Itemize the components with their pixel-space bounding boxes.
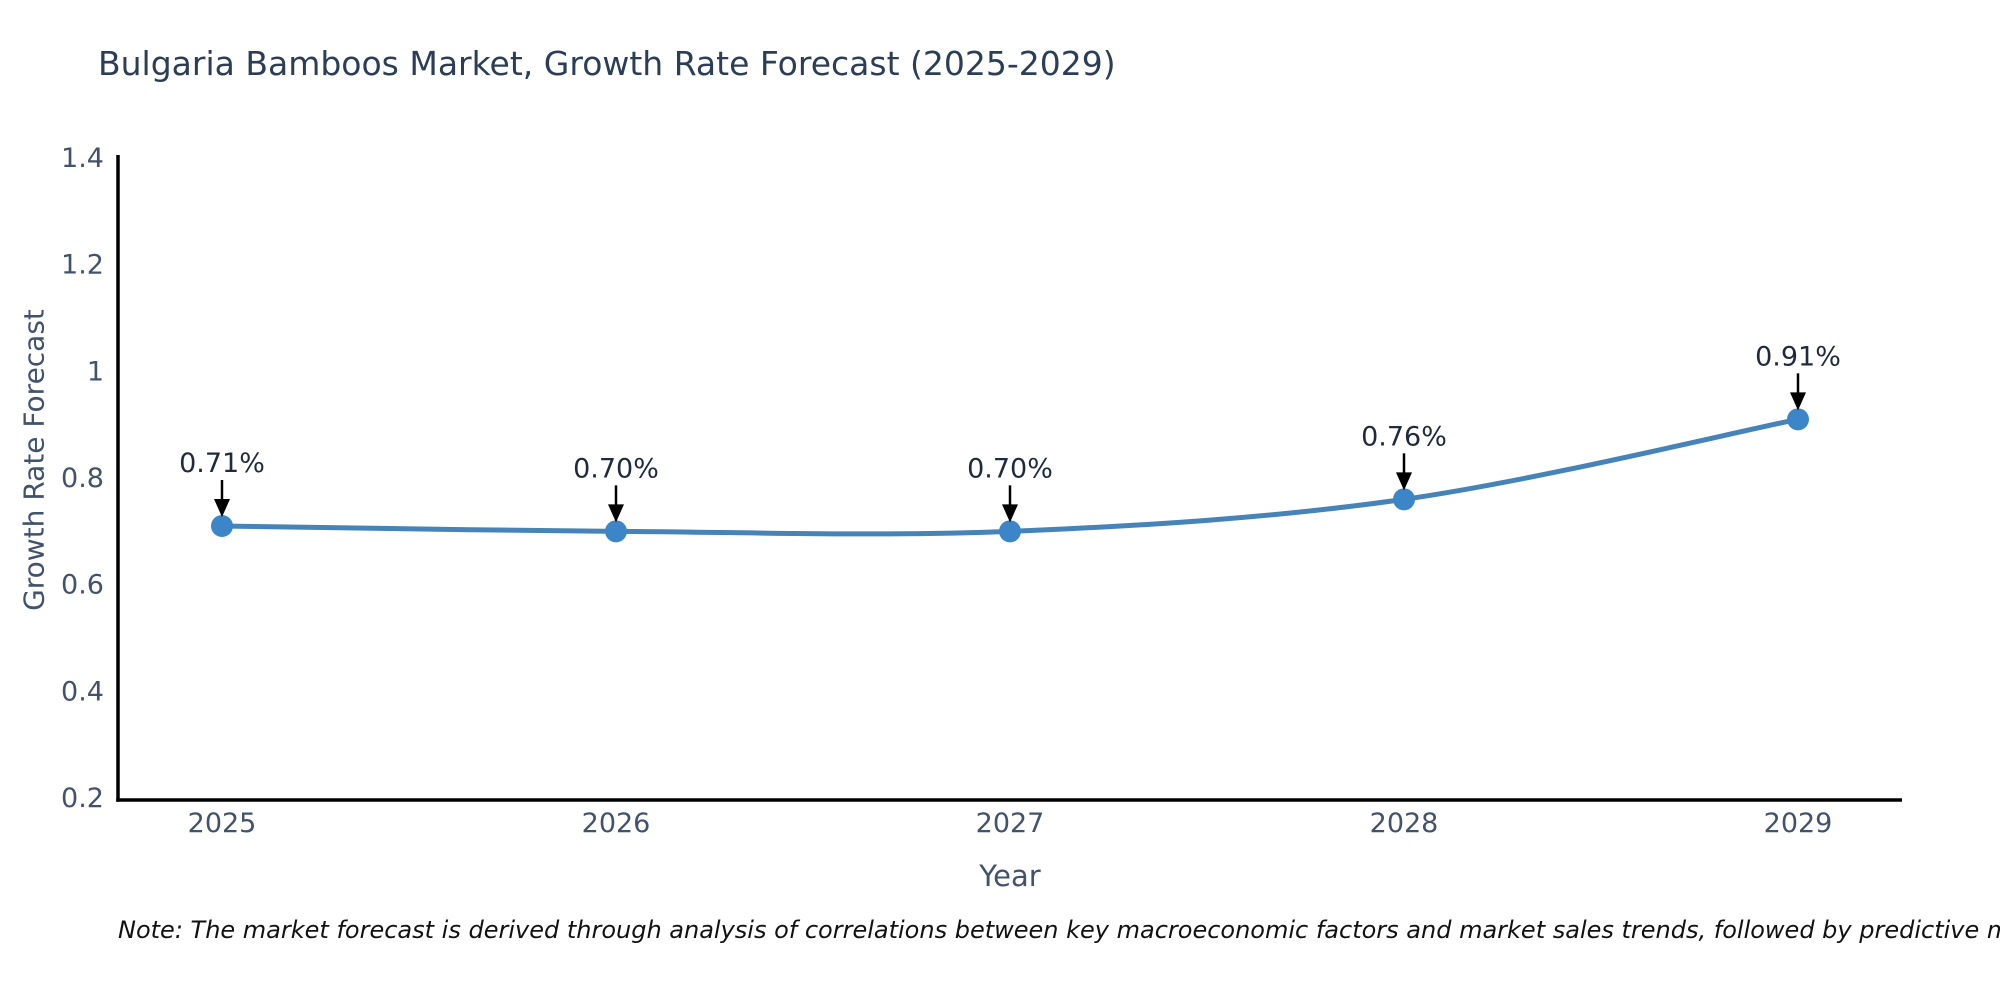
y-tick-label: 0.8 (61, 463, 104, 494)
annotation-arrowhead-icon (214, 499, 230, 517)
footnote: Note: The market forecast is derived thr… (118, 916, 2000, 944)
chart-title: Bulgaria Bamboos Market, Growth Rate For… (98, 44, 1116, 83)
annotation-label: 0.71% (179, 448, 265, 479)
annotation-label: 0.76% (1361, 421, 1447, 452)
data-point-marker (1393, 488, 1415, 511)
annotation-label: 0.70% (573, 453, 659, 484)
annotation-label: 0.91% (1755, 341, 1841, 372)
y-tick-label: 0.4 (61, 676, 104, 707)
data-point-marker (211, 515, 233, 537)
annotation-label: 0.70% (967, 453, 1053, 484)
y-tick-label: 1 (87, 356, 104, 387)
x-tick-label: 2026 (582, 808, 651, 839)
y-tick-label: 0.6 (61, 570, 104, 601)
x-tick-label: 2027 (976, 808, 1045, 839)
x-tick-label: 2029 (1764, 808, 1833, 839)
annotation-arrowhead-icon (608, 504, 624, 523)
annotation-arrowhead-icon (1790, 392, 1806, 411)
annotation-arrowhead-icon (1002, 504, 1018, 523)
annotation-arrowhead-icon (1396, 472, 1412, 491)
data-point-marker (999, 520, 1021, 543)
y-tick-label: 0.2 (61, 783, 104, 814)
x-tick-label: 2025 (188, 808, 257, 839)
y-tick-label: 1.4 (61, 143, 104, 174)
x-axis-title: Year (979, 859, 1041, 893)
data-point-marker (605, 520, 627, 543)
x-tick-label: 2028 (1370, 808, 1439, 839)
data-point-marker (1787, 408, 1809, 431)
y-tick-label: 1.2 (61, 250, 104, 281)
